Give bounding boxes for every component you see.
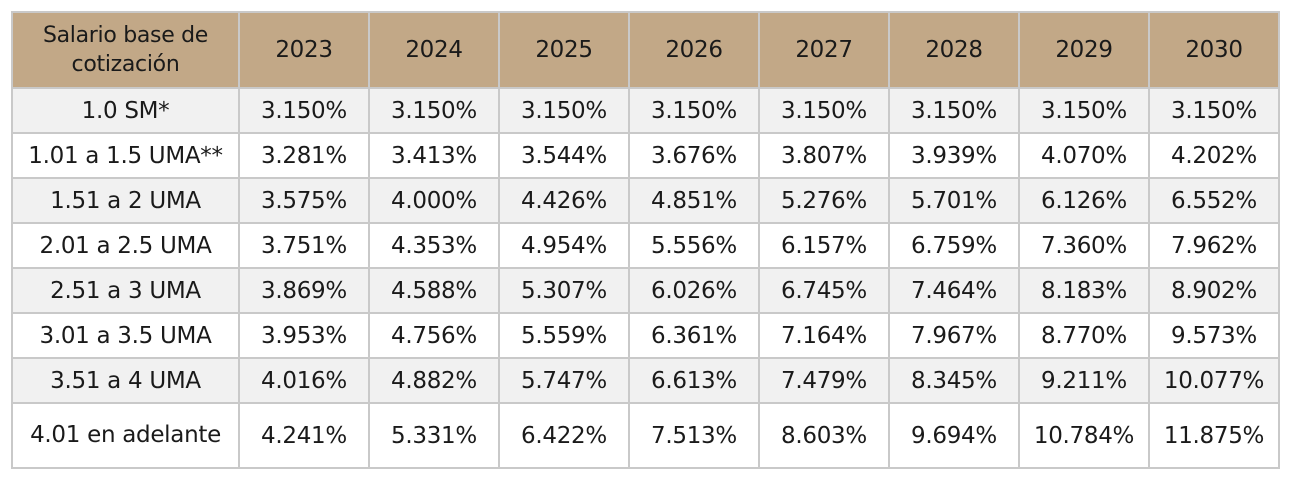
table-row: 2.01 a 2.5 UMA 3.751% 4.353% 4.954% 5.55…: [11, 222, 1280, 269]
row-label: 1.01 a 1.5 UMA**: [11, 132, 240, 179]
rate-cell: 9.573%: [1148, 312, 1280, 359]
rate-cell: 3.676%: [628, 132, 760, 179]
header-year-2024: 2024: [368, 11, 500, 89]
rate-cell: 4.954%: [498, 222, 630, 269]
rate-cell: 3.939%: [888, 132, 1020, 179]
rate-cell: 4.353%: [368, 222, 500, 269]
rate-cell: 6.422%: [498, 402, 630, 469]
table-row: 1.0 SM* 3.150% 3.150% 3.150% 3.150% 3.15…: [11, 87, 1280, 134]
rate-cell: 4.070%: [1018, 132, 1150, 179]
rate-cell: 5.701%: [888, 177, 1020, 224]
rate-cell: 7.967%: [888, 312, 1020, 359]
rate-cell: 8.345%: [888, 357, 1020, 404]
rate-cell: 4.000%: [368, 177, 500, 224]
header-row: Salario base de cotización 2023 2024 202…: [11, 11, 1280, 89]
rate-cell: 8.603%: [758, 402, 890, 469]
rate-cell: 3.413%: [368, 132, 500, 179]
rate-cell: 4.016%: [238, 357, 370, 404]
rate-cell: 4.882%: [368, 357, 500, 404]
rate-cell: 3.150%: [628, 87, 760, 134]
rate-cell: 6.759%: [888, 222, 1020, 269]
rate-cell: 3.150%: [368, 87, 500, 134]
header-year-2029: 2029: [1018, 11, 1150, 89]
table-header: Salario base de cotización 2023 2024 202…: [11, 11, 1280, 89]
rate-cell: 8.902%: [1148, 267, 1280, 314]
rate-cell: 10.077%: [1148, 357, 1280, 404]
row-label: 2.51 a 3 UMA: [11, 267, 240, 314]
row-label: 2.01 a 2.5 UMA: [11, 222, 240, 269]
row-label: 1.0 SM*: [11, 87, 240, 134]
rate-cell: 6.157%: [758, 222, 890, 269]
rate-cell: 5.556%: [628, 222, 760, 269]
table-row: 1.01 a 1.5 UMA** 3.281% 3.413% 3.544% 3.…: [11, 132, 1280, 179]
rate-cell: 3.150%: [1148, 87, 1280, 134]
rate-cell: 5.276%: [758, 177, 890, 224]
table-row: 1.51 a 2 UMA 3.575% 4.000% 4.426% 4.851%…: [11, 177, 1280, 224]
contribution-rates-table: Salario base de cotización 2023 2024 202…: [11, 11, 1280, 469]
table-body: 1.0 SM* 3.150% 3.150% 3.150% 3.150% 3.15…: [11, 87, 1280, 469]
rate-cell: 8.183%: [1018, 267, 1150, 314]
rate-cell: 6.026%: [628, 267, 760, 314]
rate-cell: 3.807%: [758, 132, 890, 179]
header-salary-base: Salario base de cotización: [11, 11, 240, 89]
rate-cell: 7.479%: [758, 357, 890, 404]
rate-cell: 9.211%: [1018, 357, 1150, 404]
rate-cell: 6.126%: [1018, 177, 1150, 224]
rate-cell: 3.869%: [238, 267, 370, 314]
rate-cell: 7.164%: [758, 312, 890, 359]
header-year-2030: 2030: [1148, 11, 1280, 89]
rate-cell: 3.575%: [238, 177, 370, 224]
rate-cell: 6.361%: [628, 312, 760, 359]
table-row: 2.51 a 3 UMA 3.869% 4.588% 5.307% 6.026%…: [11, 267, 1280, 314]
rate-cell: 3.544%: [498, 132, 630, 179]
rate-cell: 7.962%: [1148, 222, 1280, 269]
rate-cell: 3.150%: [498, 87, 630, 134]
rate-cell: 4.851%: [628, 177, 760, 224]
header-year-2028: 2028: [888, 11, 1020, 89]
rate-cell: 11.875%: [1148, 402, 1280, 469]
rate-cell: 5.559%: [498, 312, 630, 359]
rate-cell: 6.552%: [1148, 177, 1280, 224]
table-row: 3.01 a 3.5 UMA 3.953% 4.756% 5.559% 6.36…: [11, 312, 1280, 359]
rate-cell: 7.360%: [1018, 222, 1150, 269]
row-label: 3.01 a 3.5 UMA: [11, 312, 240, 359]
rate-cell: 7.464%: [888, 267, 1020, 314]
rate-cell: 5.307%: [498, 267, 630, 314]
rate-cell: 3.150%: [758, 87, 890, 134]
rate-cell: 3.281%: [238, 132, 370, 179]
header-year-2027: 2027: [758, 11, 890, 89]
rate-cell: 8.770%: [1018, 312, 1150, 359]
table-row: 4.01 en adelante 4.241% 5.331% 6.422% 7.…: [11, 402, 1280, 469]
rate-cell: 4.202%: [1148, 132, 1280, 179]
rate-cell: 3.751%: [238, 222, 370, 269]
row-label: 1.51 a 2 UMA: [11, 177, 240, 224]
rate-cell: 3.953%: [238, 312, 370, 359]
rate-cell: 9.694%: [888, 402, 1020, 469]
rate-cell: 4.426%: [498, 177, 630, 224]
rate-cell: 4.241%: [238, 402, 370, 469]
rate-cell: 4.588%: [368, 267, 500, 314]
header-year-2023: 2023: [238, 11, 370, 89]
rate-cell: 6.613%: [628, 357, 760, 404]
rate-cell: 3.150%: [238, 87, 370, 134]
rate-cell: 6.745%: [758, 267, 890, 314]
rate-cell: 3.150%: [888, 87, 1020, 134]
table-row: 3.51 a 4 UMA 4.016% 4.882% 5.747% 6.613%…: [11, 357, 1280, 404]
header-year-2026: 2026: [628, 11, 760, 89]
rate-cell: 7.513%: [628, 402, 760, 469]
rate-cell: 5.747%: [498, 357, 630, 404]
rate-cell: 3.150%: [1018, 87, 1150, 134]
rate-cell: 5.331%: [368, 402, 500, 469]
row-label: 4.01 en adelante: [11, 402, 240, 469]
header-year-2025: 2025: [498, 11, 630, 89]
row-label: 3.51 a 4 UMA: [11, 357, 240, 404]
rate-cell: 4.756%: [368, 312, 500, 359]
rate-cell: 10.784%: [1018, 402, 1150, 469]
